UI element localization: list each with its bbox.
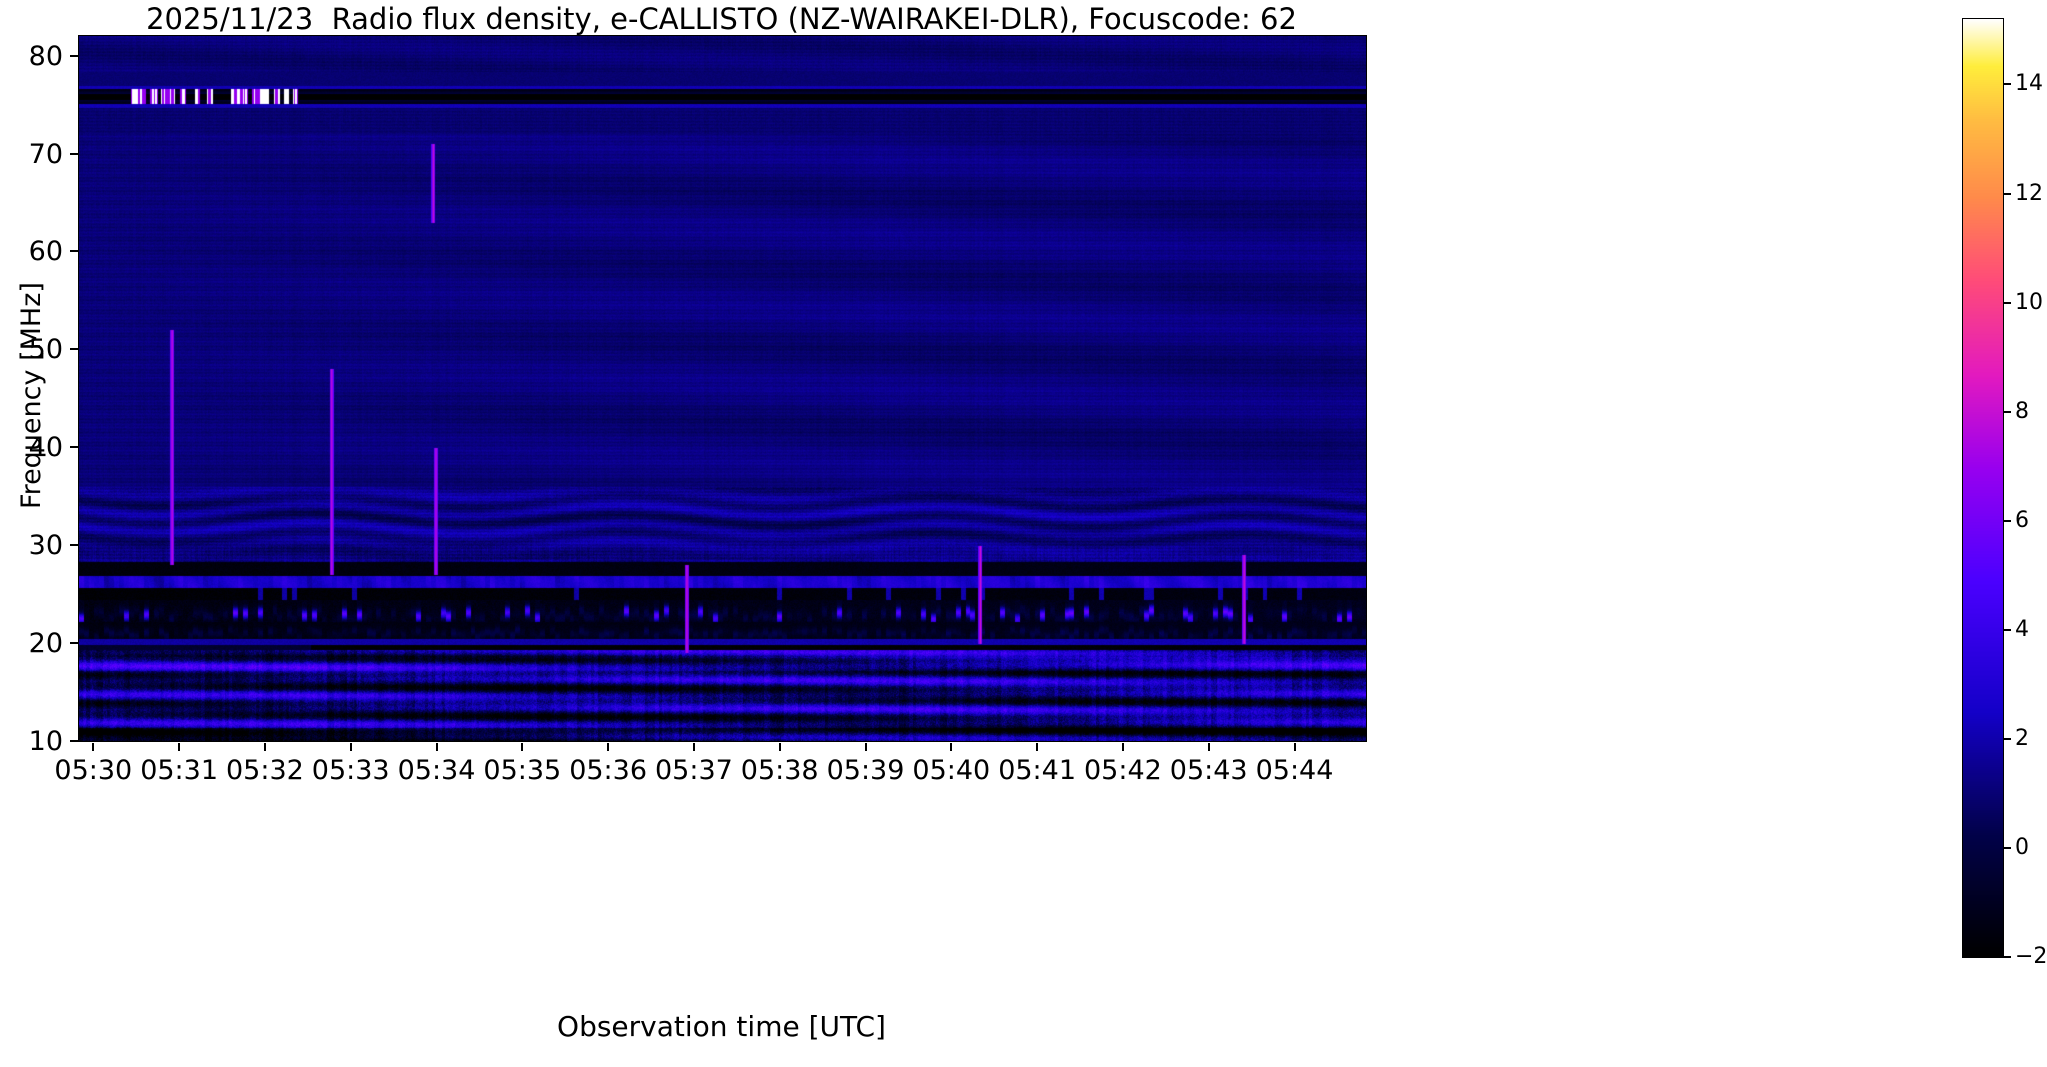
colorbar-tick-label: 2 [2015, 725, 2029, 751]
x-tick-mark [864, 743, 867, 751]
x-axis-label: Observation time [UTC] [557, 1010, 886, 1043]
colorbar-tick-label: −2 [2015, 944, 2047, 969]
x-tick-label-05-44: 05:44 [1255, 755, 1334, 786]
x-tick-mark [1121, 743, 1124, 751]
x-tick-label-05-37: 05:37 [654, 755, 733, 786]
x-tick-label-05-39: 05:39 [826, 755, 905, 786]
y-tick-label-50: 50 [28, 334, 63, 366]
colorbar-tick-mark [2004, 846, 2011, 849]
page-title: 2025/11/23 Radio flux density, e-CALLIST… [146, 2, 1297, 36]
y-axis-label: Frequency [MHz] [16, 281, 47, 509]
colorbar-tick-mark [2004, 628, 2011, 631]
y-tick-label-70: 70 [28, 138, 63, 170]
y-tick-mark [70, 544, 78, 547]
x-tick-mark [950, 743, 953, 751]
x-tick-mark [692, 743, 695, 751]
y-tick-mark [70, 642, 78, 645]
y-tick-label-30: 30 [28, 530, 63, 562]
x-tick-mark [607, 743, 610, 751]
x-tick-mark [1207, 743, 1210, 751]
x-tick-mark [263, 743, 266, 751]
colorbar-tick-mark [2004, 192, 2011, 195]
x-tick-label-05-40: 05:40 [912, 755, 991, 786]
y-tick-mark [70, 54, 78, 57]
colorbar-tick-mark [2004, 737, 2011, 740]
y-tick-label-20: 20 [28, 628, 63, 660]
x-tick-mark [435, 743, 438, 751]
x-tick-label-05-38: 05:38 [740, 755, 819, 786]
y-tick-mark [70, 152, 78, 155]
y-tick-mark [70, 250, 78, 253]
colorbar-tick-label: 14 [2015, 71, 2043, 97]
y-tick-mark [70, 740, 78, 742]
colorbar-tick-mark [2004, 410, 2011, 413]
y-tick-label-40: 40 [28, 432, 63, 464]
colorbar-tick-mark [2004, 956, 2011, 958]
y-tick-label-80: 80 [28, 40, 63, 72]
x-tick-label-05-42: 05:42 [1083, 755, 1162, 786]
x-tick-mark [178, 743, 181, 751]
colorbar[interactable] [1962, 18, 2004, 958]
x-tick-mark [1293, 743, 1296, 751]
x-tick-label-05-33: 05:33 [311, 755, 390, 786]
x-tick-label-05-36: 05:36 [569, 755, 647, 786]
colorbar-tick-label: 6 [2015, 507, 2029, 533]
colorbar-tick-label: 0 [2015, 834, 2029, 860]
x-tick-label-05-43: 05:43 [1169, 755, 1248, 786]
y-tick-mark [70, 348, 78, 351]
colorbar-tick-label: 4 [2015, 616, 2029, 642]
y-tick-label-60: 60 [28, 236, 63, 268]
colorbar-tick-mark [2004, 83, 2011, 86]
x-tick-mark [778, 743, 781, 751]
colorbar-tick-mark [2004, 519, 2011, 522]
y-tick-mark [70, 446, 78, 449]
colorbar-gradient [1963, 19, 2003, 957]
y-tick-label-10: 10 [28, 726, 63, 757]
spectrogram-plot-area[interactable] [78, 35, 1367, 742]
x-tick-mark [92, 743, 95, 751]
x-tick-label-05-35: 05:35 [483, 755, 562, 786]
spectrogram-canvas [79, 36, 1366, 741]
x-tick-label-05-30: 05:30 [54, 755, 133, 786]
colorbar-tick-mark [2004, 301, 2011, 304]
x-tick-label-05-31: 05:31 [140, 755, 218, 786]
x-tick-mark [349, 743, 352, 751]
colorbar-tick-label: 10 [2015, 289, 2043, 315]
x-tick-label-05-32: 05:32 [225, 755, 304, 786]
x-tick-mark [521, 743, 524, 751]
colorbar-tick-label: 8 [2015, 398, 2029, 424]
x-tick-mark [1036, 743, 1039, 751]
x-tick-label-05-34: 05:34 [397, 755, 476, 786]
colorbar-tick-label: 12 [2015, 180, 2043, 206]
x-tick-label-05-41: 05:41 [998, 755, 1076, 786]
